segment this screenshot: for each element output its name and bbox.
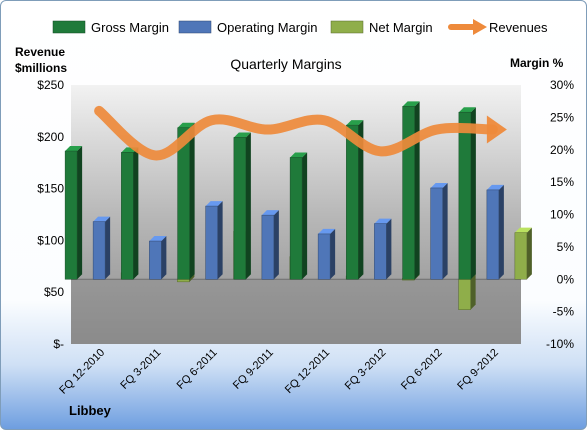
bar-side xyxy=(217,201,223,280)
bar xyxy=(64,150,78,280)
legend-label: Operating Margin xyxy=(217,20,317,35)
bar xyxy=(205,205,218,280)
bar xyxy=(486,189,500,280)
y-right-tick-label: 25% xyxy=(550,110,574,124)
x-tick-label: FQ 6-2012 xyxy=(399,347,445,393)
bar xyxy=(374,223,387,280)
x-tick-label: FQ 9-2011 xyxy=(231,347,276,392)
y-right-tick-label: -5% xyxy=(553,305,575,319)
chart-title: Quarterly Margins xyxy=(230,56,341,72)
bar-side xyxy=(161,236,167,280)
bar-side xyxy=(470,274,476,310)
right-axis-title: Margin % xyxy=(510,56,564,70)
y-right-tick-label: 0% xyxy=(557,272,575,286)
bar xyxy=(261,214,275,280)
bar-side xyxy=(330,228,336,280)
bar-top xyxy=(318,228,336,234)
bar-top xyxy=(402,101,420,107)
bar-top xyxy=(290,152,308,158)
y-right-tick-label: -10% xyxy=(546,337,574,351)
bar xyxy=(458,279,471,310)
bar-side xyxy=(105,216,111,280)
bar-top xyxy=(514,227,532,233)
y-right-tick-label: 15% xyxy=(550,175,574,189)
bar-top xyxy=(261,210,279,216)
chart-marks: $250 $200 $150 $100 $50 $- 30% 25% 20% 15% 10% 5% 0%… xyxy=(37,78,574,397)
y-left-tick-label: $200 xyxy=(37,130,64,144)
legend-label: Revenues xyxy=(489,20,548,35)
bar-top xyxy=(177,122,195,128)
x-tick-label: FQ 12-2010 xyxy=(57,347,107,397)
legend-swatch xyxy=(330,20,364,34)
bar-side xyxy=(386,218,392,280)
bar xyxy=(149,240,162,280)
revenue-line xyxy=(94,105,498,161)
y-right-tick-label: 10% xyxy=(550,208,574,222)
legend: Gross Margin Operating Margin Net Margin Re… xyxy=(52,19,548,35)
y-right-tick-label: 20% xyxy=(550,143,574,157)
bar xyxy=(177,127,190,280)
bar-side xyxy=(273,210,279,280)
bar xyxy=(121,152,134,280)
zero-floor xyxy=(71,279,521,344)
bar-side xyxy=(526,227,532,280)
bar-top xyxy=(93,216,111,222)
company-label: Libbey xyxy=(69,403,112,418)
bar xyxy=(514,232,528,280)
bar-side xyxy=(442,182,448,280)
bar-side xyxy=(245,132,251,280)
bar xyxy=(92,221,106,280)
bar xyxy=(177,279,190,283)
y-left-tick-label: $100 xyxy=(37,233,64,247)
y-left-tick-label: $250 xyxy=(37,78,64,92)
bar xyxy=(233,137,247,280)
bar-top xyxy=(65,146,83,152)
x-tick-label: FQ 6-2011 xyxy=(175,347,220,392)
revenue-arrowhead xyxy=(486,115,507,144)
legend-swatch xyxy=(178,20,212,34)
y-right-tick-label: 5% xyxy=(557,240,575,254)
bar-side xyxy=(358,120,364,280)
bar-side xyxy=(302,152,308,280)
left-axis-title: Revenue $millions xyxy=(15,45,67,75)
legend-label: Net Margin xyxy=(369,20,433,35)
y-left-tick-label: $150 xyxy=(37,182,64,196)
bar xyxy=(402,106,415,280)
x-tick-label: FQ 12-2011 xyxy=(283,347,332,396)
y-left-tick-label: $- xyxy=(53,337,64,351)
bar-side xyxy=(470,107,476,280)
bar-side xyxy=(133,147,139,280)
bar-top xyxy=(346,120,364,126)
legend-arrow-icon xyxy=(473,19,487,35)
bar-side xyxy=(77,146,83,280)
bar xyxy=(317,233,331,280)
bar-top xyxy=(374,218,392,224)
x-tick-label: FQ 3-2012 xyxy=(343,347,389,393)
bar-top xyxy=(233,132,251,138)
y-left-tick-label: $50 xyxy=(44,285,64,299)
bar xyxy=(430,187,443,280)
x-tick-label: FQ 9-2012 xyxy=(455,347,501,393)
bar-side xyxy=(189,274,195,282)
bar-side xyxy=(498,184,504,280)
bar-top xyxy=(430,182,448,188)
bar xyxy=(289,157,303,280)
x-tick-label: FQ 3-2011 xyxy=(118,347,163,392)
bar-side xyxy=(414,101,420,280)
bar-top xyxy=(205,201,223,207)
legend-swatch xyxy=(52,20,86,34)
y-right-tick-label: 30% xyxy=(550,78,574,92)
legend-label: Gross Margin xyxy=(91,20,169,35)
bar xyxy=(458,111,472,280)
bar-side xyxy=(189,122,195,280)
bar-top xyxy=(458,107,476,113)
bar-top xyxy=(149,236,167,242)
bar xyxy=(346,124,359,280)
bar-top xyxy=(486,184,504,190)
